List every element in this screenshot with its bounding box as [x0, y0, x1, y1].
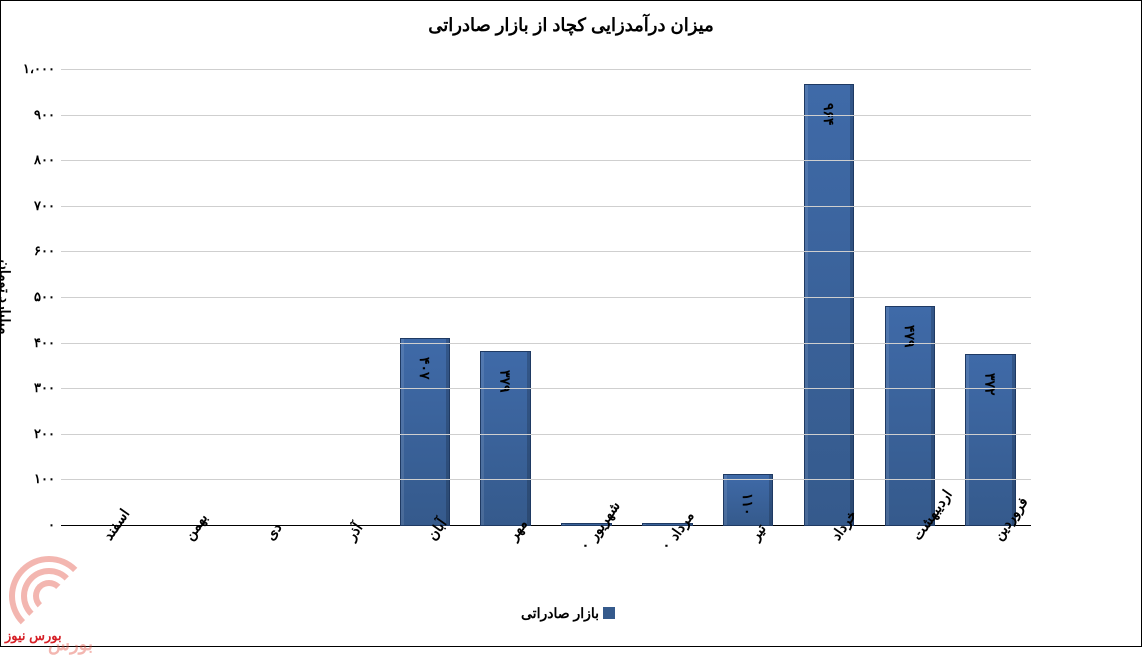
y-tick-label: ۳۰۰	[34, 380, 61, 396]
bar-value-label: ۰	[659, 542, 675, 550]
chart-container: میزان درآمدزایی کچاد از بازار صادراتی می…	[0, 0, 1142, 647]
x-tick-label: بهمن	[181, 510, 212, 544]
bar-value-label: ۱۱۰	[740, 493, 756, 516]
x-tick-label: اسفند	[100, 506, 134, 544]
gridline	[61, 343, 1031, 344]
gridline	[61, 479, 1031, 480]
legend-label: بازار صادراتی	[521, 605, 599, 621]
bar: ۳۷۹	[481, 352, 530, 525]
bar: ۱۱۰	[724, 475, 773, 525]
bar: ۳۷۲	[966, 355, 1015, 525]
x-tick-label: دی	[262, 520, 286, 544]
y-tick-label: ۵۰۰	[34, 289, 61, 305]
y-tick-label: ۸۰۰	[34, 152, 61, 168]
x-tick-label: آذر	[343, 520, 367, 544]
bar: ۴۷۹	[886, 307, 935, 525]
y-tick-label: ۰	[48, 517, 61, 533]
bar-value-label: ۳۷۲	[983, 373, 999, 396]
bar-value-label: ۳۷۹	[498, 370, 514, 393]
bar-value-label: ۰	[578, 542, 594, 550]
gridline	[61, 388, 1031, 389]
y-tick-label: ۹۰۰	[34, 107, 61, 123]
bar: ۹۶۴	[805, 85, 854, 525]
chart-title: میزان درآمدزایی کچاد از بازار صادراتی	[1, 1, 1141, 36]
footer-brand: بورس نیوز	[5, 628, 62, 644]
y-tick-label: ۴۰۰	[34, 335, 61, 351]
gridline	[61, 160, 1031, 161]
gridline	[61, 297, 1031, 298]
bar: ۴۰۷	[401, 339, 450, 525]
legend-swatch	[603, 607, 615, 619]
gridline	[61, 206, 1031, 207]
y-tick-label: ۷۰۰	[34, 198, 61, 214]
y-tick-label: ۱۰۰	[34, 471, 61, 487]
gridline	[61, 69, 1031, 70]
x-tick-label: مرداد	[666, 508, 698, 544]
gridline	[61, 251, 1031, 252]
gridline	[61, 115, 1031, 116]
y-tick-label: ۱،۰۰۰	[23, 61, 61, 77]
bar-value-label: ۴۰۷	[417, 357, 433, 380]
plot-area: میلیارد تومان ۳۷۲فروردین۴۷۹اردیبهشت۹۶۴خر…	[61, 69, 1031, 526]
y-axis-title: میلیارد تومان	[0, 260, 13, 335]
y-tick-label: ۲۰۰	[34, 426, 61, 442]
legend: بازار صادراتی	[1, 605, 1141, 622]
y-tick-label: ۶۰۰	[34, 243, 61, 259]
plot: میلیارد تومان ۳۷۲فروردین۴۷۹اردیبهشت۹۶۴خر…	[61, 69, 1031, 526]
x-tick-label: شهریور	[585, 498, 624, 544]
bar-value-label: ۴۷۹	[902, 325, 918, 348]
gridline	[61, 434, 1031, 435]
